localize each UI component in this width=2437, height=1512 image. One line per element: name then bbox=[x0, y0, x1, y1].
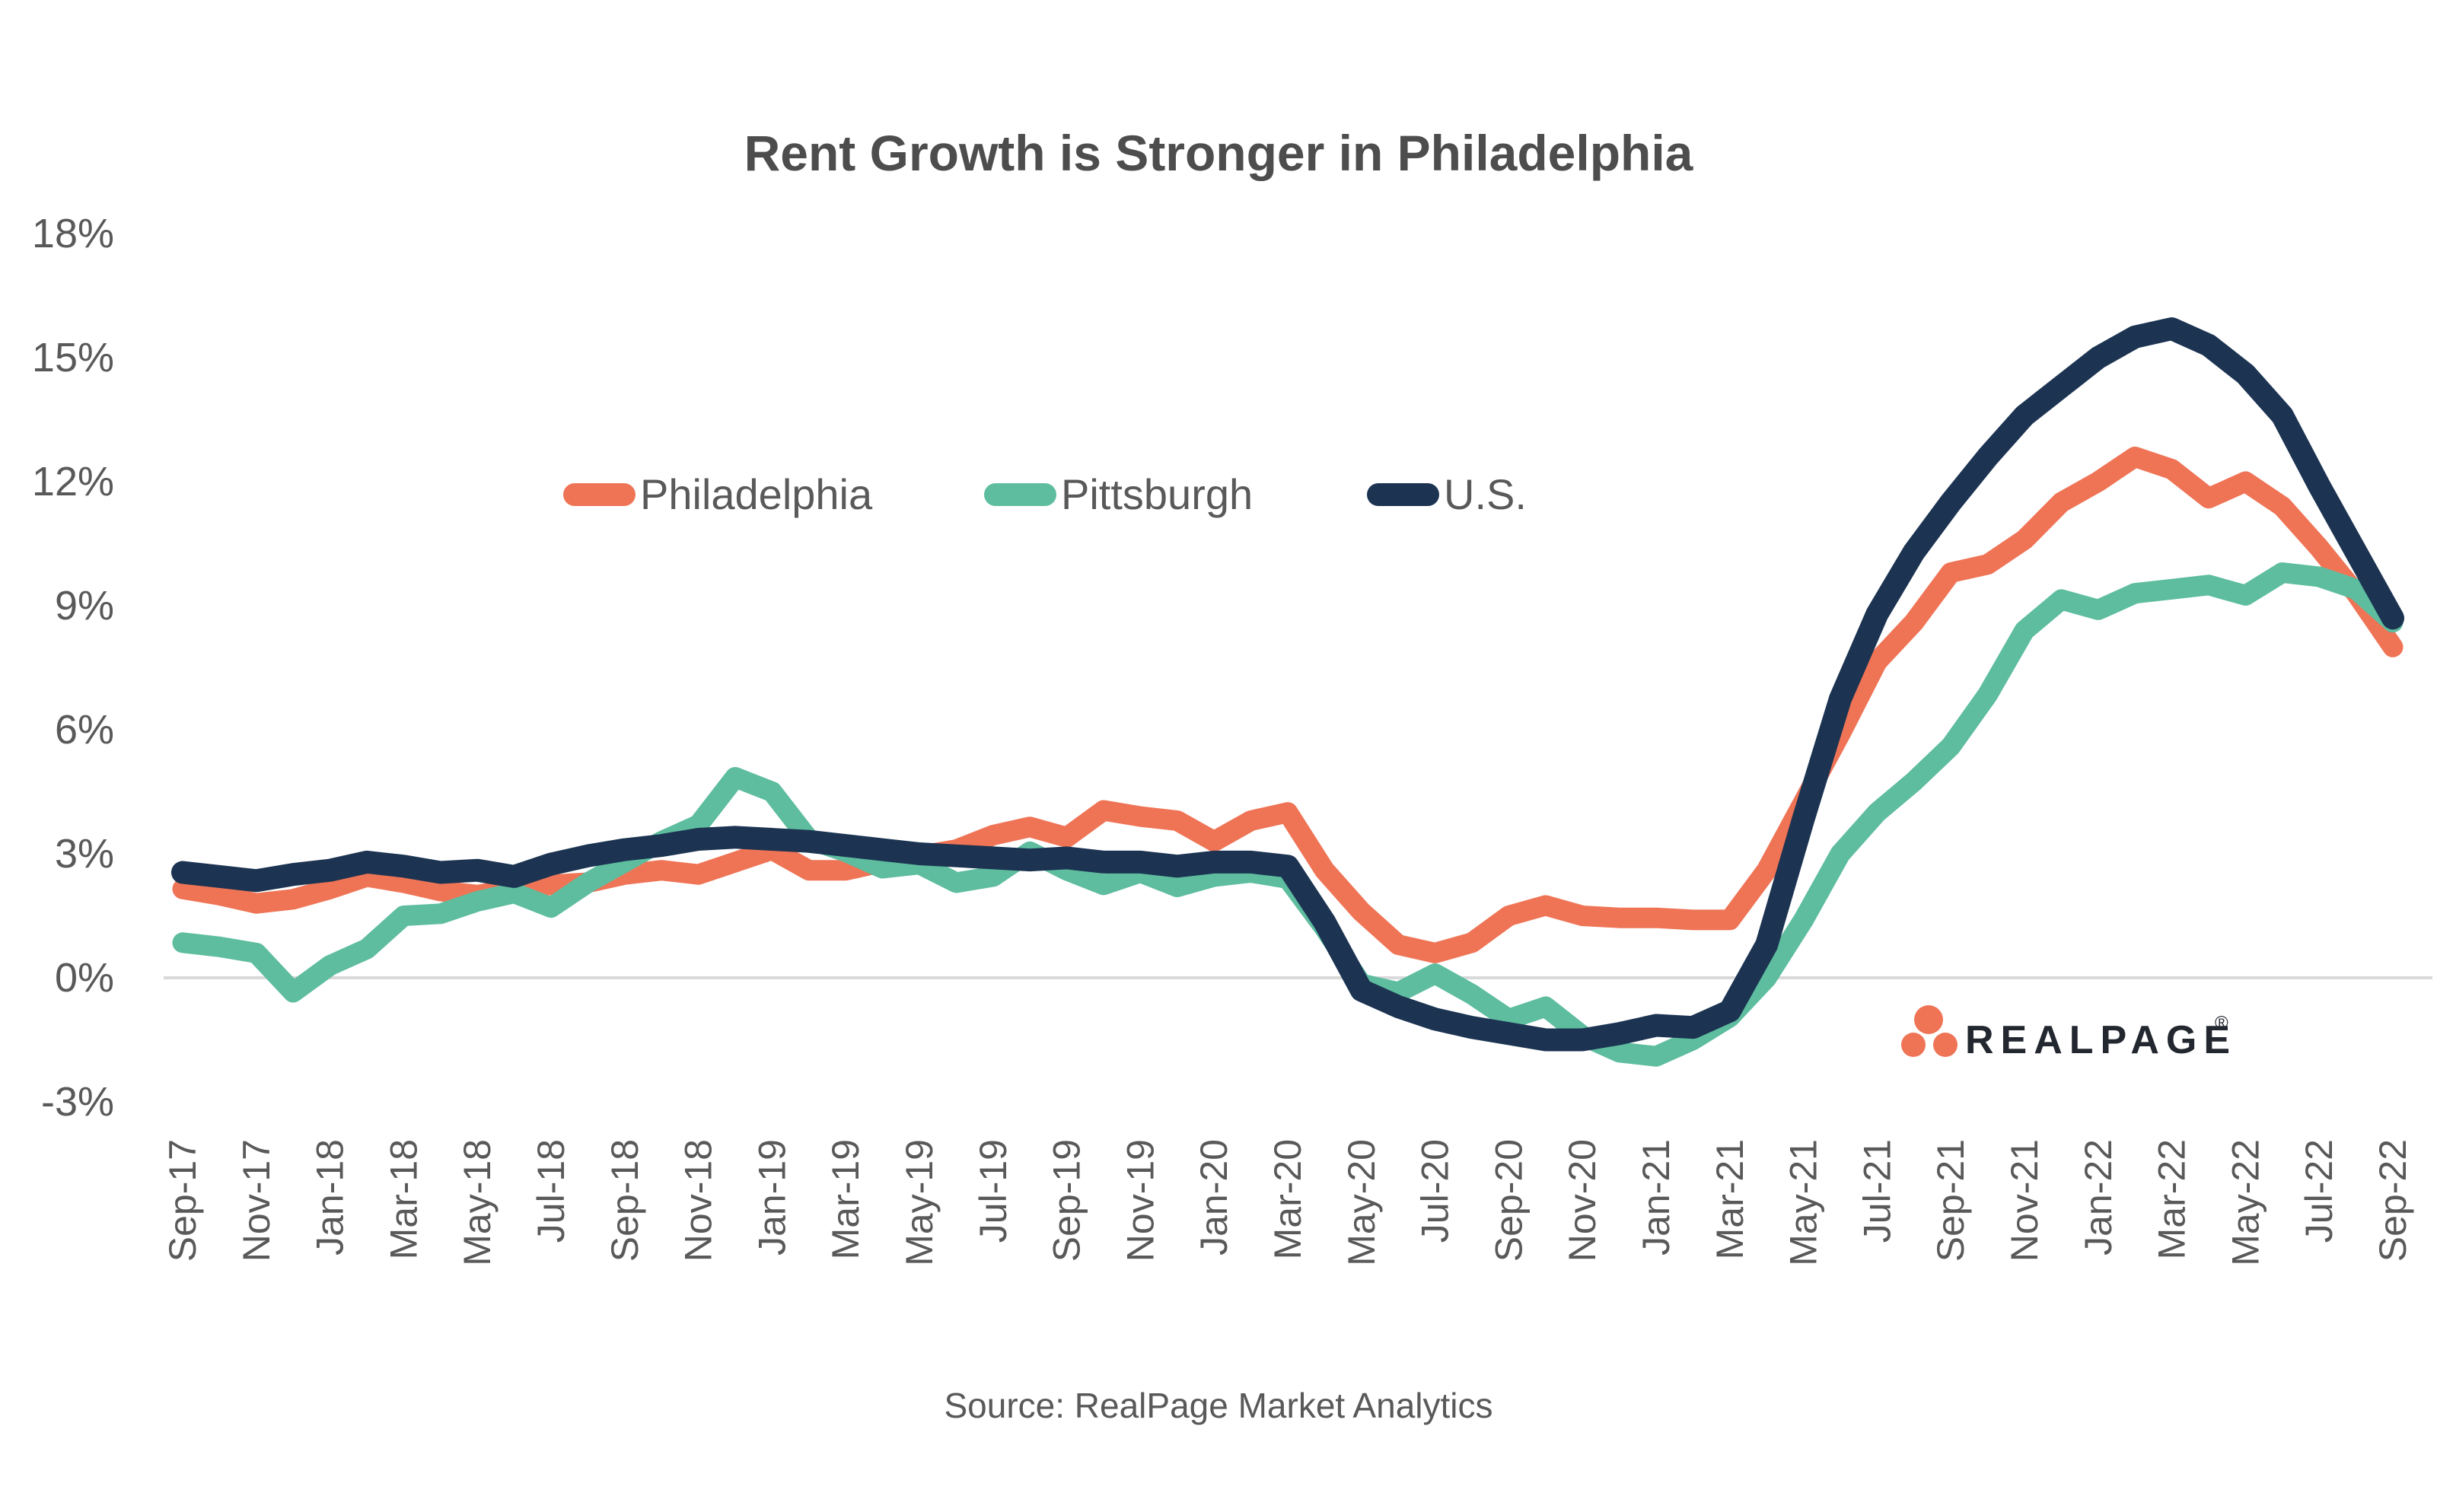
legend-item-us: U.S. bbox=[1367, 470, 1527, 519]
x-axis-label: Mar-19 bbox=[824, 1139, 867, 1259]
x-axis-label: Jul-19 bbox=[972, 1139, 1015, 1243]
legend-swatch-pittsburgh bbox=[984, 483, 1056, 506]
y-axis-label: -3% bbox=[40, 1078, 114, 1125]
x-axis-label: Jan-22 bbox=[2077, 1139, 2120, 1256]
legend-item-pittsburgh: Pittsburgh bbox=[984, 470, 1253, 519]
x-axis-label: Jul-18 bbox=[530, 1139, 572, 1243]
x-axis-label: Jul-22 bbox=[2298, 1139, 2340, 1243]
x-axis-label: Mar-22 bbox=[2151, 1139, 2193, 1259]
chart-title: Rent Growth is Stronger in Philadelphia bbox=[744, 125, 1693, 181]
x-axis-label: Jan-21 bbox=[1635, 1139, 1677, 1256]
x-axis-label: Nov-20 bbox=[1561, 1139, 1604, 1262]
logo-registered-mark: ® bbox=[2215, 1013, 2228, 1033]
x-axis-label: Nov-21 bbox=[2003, 1139, 2046, 1262]
x-axis-label: Nov-19 bbox=[1119, 1139, 1161, 1262]
x-axis-label: Jul-20 bbox=[1414, 1139, 1457, 1243]
series-line-us bbox=[171, 317, 2404, 1052]
x-axis-label: Jul-21 bbox=[1856, 1139, 1898, 1243]
logo-wordmark: REALPAGE bbox=[1965, 1018, 2237, 1062]
legend-swatch-philadelphia bbox=[563, 483, 636, 506]
x-axis-labels: Sep-17 Nov-17 Jan-18 Mar-18 May-18 Jul-18 Sep-… bbox=[161, 1139, 2414, 1266]
x-axis-label: Mar-18 bbox=[382, 1139, 425, 1259]
y-axis-label: 0% bbox=[54, 955, 114, 1001]
logo-dot-top bbox=[1914, 1005, 1943, 1034]
series-line-philadelphia bbox=[172, 446, 2404, 963]
x-axis-label: Sep-21 bbox=[1929, 1139, 1972, 1262]
x-axis-label: Sep-17 bbox=[161, 1139, 204, 1262]
legend-item-philadelphia: Philadelphia bbox=[563, 470, 872, 519]
x-axis-label: May-19 bbox=[898, 1139, 941, 1266]
legend-label-us: U.S. bbox=[1444, 470, 1527, 518]
realpage-logo: REALPAGE ® bbox=[1901, 1005, 2237, 1062]
y-axis-label: 9% bbox=[54, 583, 114, 629]
series-lines bbox=[171, 317, 2404, 1067]
x-axis-label: Nov-18 bbox=[677, 1139, 720, 1262]
source-caption: Source: RealPage Market Analytics bbox=[944, 1386, 1493, 1425]
x-axis-label: Sep-18 bbox=[604, 1139, 646, 1262]
x-axis-label: Jan-20 bbox=[1193, 1139, 1235, 1256]
y-axis-label: 6% bbox=[54, 707, 114, 753]
x-axis-label: Jan-18 bbox=[309, 1139, 352, 1256]
x-axis-label: Sep-20 bbox=[1487, 1139, 1530, 1262]
x-axis-label: May-18 bbox=[456, 1139, 499, 1266]
x-axis-label: May-20 bbox=[1340, 1139, 1383, 1266]
y-axis-label: 12% bbox=[31, 459, 114, 505]
x-axis-label: May-21 bbox=[1782, 1139, 1825, 1266]
x-axis-label: Sep-22 bbox=[2372, 1139, 2414, 1262]
logo-dot-left bbox=[1901, 1033, 1926, 1057]
x-axis-label: Mar-21 bbox=[1709, 1139, 1751, 1259]
x-axis-label: Sep-19 bbox=[1046, 1139, 1088, 1262]
y-axis-label: 3% bbox=[54, 831, 114, 877]
x-axis-label: Mar-20 bbox=[1266, 1139, 1309, 1259]
legend-label-philadelphia: Philadelphia bbox=[640, 470, 873, 518]
logo-dot-right bbox=[1933, 1033, 1958, 1057]
y-axis-label: 15% bbox=[31, 335, 114, 380]
x-axis-label: Nov-17 bbox=[235, 1139, 278, 1262]
legend-swatch-us bbox=[1367, 483, 1439, 506]
legend-label-pittsburgh: Pittsburgh bbox=[1061, 470, 1254, 518]
x-axis-label: May-22 bbox=[2224, 1139, 2267, 1266]
y-axis-label: 18% bbox=[31, 211, 114, 256]
x-axis-label: Jan-19 bbox=[750, 1139, 793, 1256]
